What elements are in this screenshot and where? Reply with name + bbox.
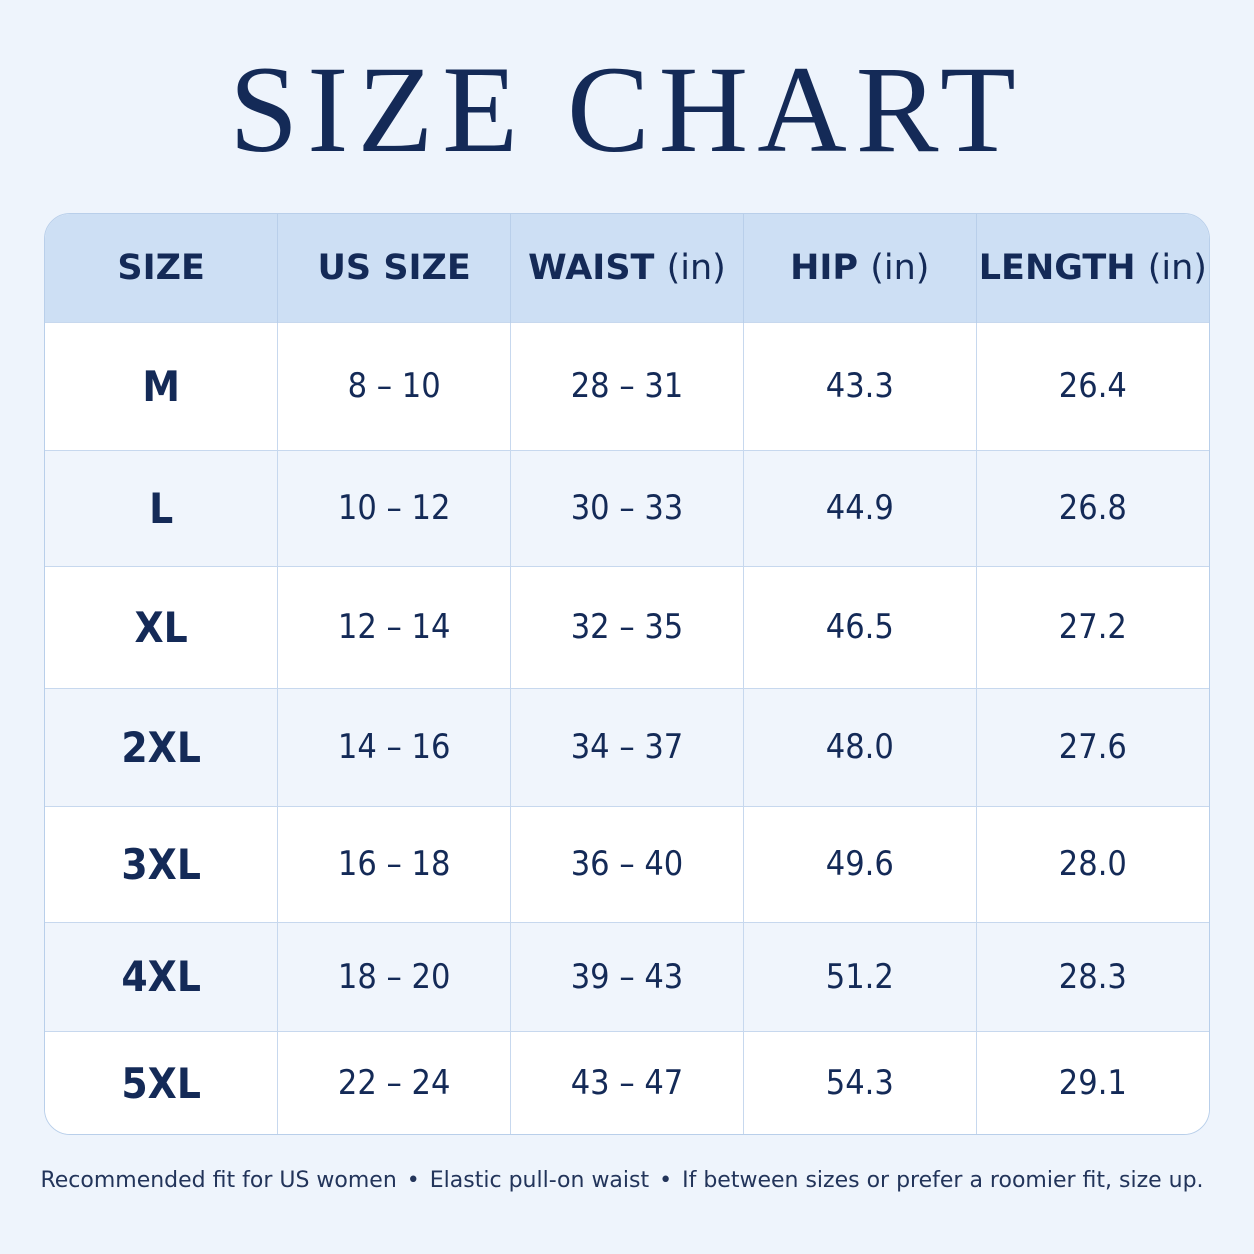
us-size-cell: 14 – 16	[277, 687, 512, 806]
header-length: LENGTH (in)	[976, 214, 1209, 322]
hip-cell: 51.2	[743, 921, 977, 1031]
header-size: SIZE	[45, 214, 279, 322]
footnote: Recommended fit for US women • Elastic pul…	[0, 1168, 1244, 1193]
header-waist: WAIST (in)	[510, 214, 744, 322]
header-us-size: US SIZE	[277, 214, 512, 322]
header-hip-label: HIP	[790, 247, 859, 288]
hip-cell: 44.9	[743, 449, 977, 566]
us-size-cell: 10 – 12	[277, 449, 512, 566]
footnote-waist: Elastic pull-on waist	[429, 1168, 650, 1193]
size-cell: M	[45, 321, 279, 450]
header-waist-label: WAIST	[528, 247, 655, 288]
length-cell: 27.6	[976, 687, 1209, 806]
header-us-size-label: US SIZE	[317, 247, 471, 288]
table-row: XL 12 – 14 32 – 35 46.5 27.2	[45, 565, 1209, 688]
waist-cell: 34 – 37	[510, 687, 744, 806]
waist-cell: 39 – 43	[510, 921, 744, 1031]
size-table: SIZE US SIZE WAIST (in) HIP (in) LENGTH …	[44, 213, 1210, 1135]
size-cell: 4XL	[45, 921, 279, 1031]
header-length-label: LENGTH	[978, 247, 1136, 288]
length-cell: 26.8	[976, 449, 1209, 566]
size-cell: 2XL	[45, 687, 279, 806]
length-cell: 28.3	[976, 921, 1209, 1031]
header-size-label: SIZE	[117, 247, 205, 288]
header-waist-unit: (in)	[666, 247, 726, 288]
waist-cell: 30 – 33	[510, 449, 744, 566]
table-row: 4XL 18 – 20 39 – 43 51.2 28.3	[45, 921, 1209, 1031]
footnote-advice: If between sizes or prefer a roomier fit…	[682, 1168, 1204, 1193]
hip-cell: 49.6	[743, 805, 977, 922]
hip-cell: 46.5	[743, 565, 977, 688]
us-size-cell: 22 – 24	[277, 1030, 512, 1134]
size-cell: XL	[45, 565, 279, 688]
hip-cell: 54.3	[743, 1030, 977, 1134]
length-cell: 27.2	[976, 565, 1209, 688]
header-hip-unit: (in)	[870, 247, 930, 288]
us-size-cell: 18 – 20	[277, 921, 512, 1031]
waist-cell: 28 – 31	[510, 321, 744, 450]
table-row: L 10 – 12 30 – 33 44.9 26.8	[45, 449, 1209, 566]
header-hip: HIP (in)	[743, 214, 977, 322]
us-size-cell: 16 – 18	[277, 805, 512, 922]
length-cell: 26.4	[976, 321, 1209, 450]
header-length-unit: (in)	[1147, 247, 1207, 288]
us-size-cell: 8 – 10	[277, 321, 512, 450]
size-cell: 3XL	[45, 805, 279, 922]
waist-cell: 43 – 47	[510, 1030, 744, 1134]
footnote-separator: •	[659, 1168, 673, 1193]
size-cell: L	[45, 449, 279, 566]
waist-cell: 36 – 40	[510, 805, 744, 922]
footnote-separator: •	[406, 1168, 420, 1193]
hip-cell: 48.0	[743, 687, 977, 806]
table-row: 5XL 22 – 24 43 – 47 54.3 29.1	[45, 1030, 1209, 1134]
table-row: 3XL 16 – 18 36 – 40 49.6 28.0	[45, 805, 1209, 922]
table-row: M 8 – 10 28 – 31 43.3 26.4	[45, 321, 1209, 450]
length-cell: 29.1	[976, 1030, 1209, 1134]
table-header-row: SIZE US SIZE WAIST (in) HIP (in) LENGTH …	[45, 214, 1209, 322]
table-row: 2XL 14 – 16 34 – 37 48.0 27.6	[45, 687, 1209, 806]
page-title: SIZE CHART	[229, 41, 1025, 178]
size-cell: 5XL	[45, 1030, 279, 1134]
hip-cell: 43.3	[743, 321, 977, 450]
waist-cell: 32 – 35	[510, 565, 744, 688]
us-size-cell: 12 – 14	[277, 565, 512, 688]
length-cell: 28.0	[976, 805, 1209, 922]
footnote-fit: Recommended fit for US women	[40, 1168, 397, 1193]
